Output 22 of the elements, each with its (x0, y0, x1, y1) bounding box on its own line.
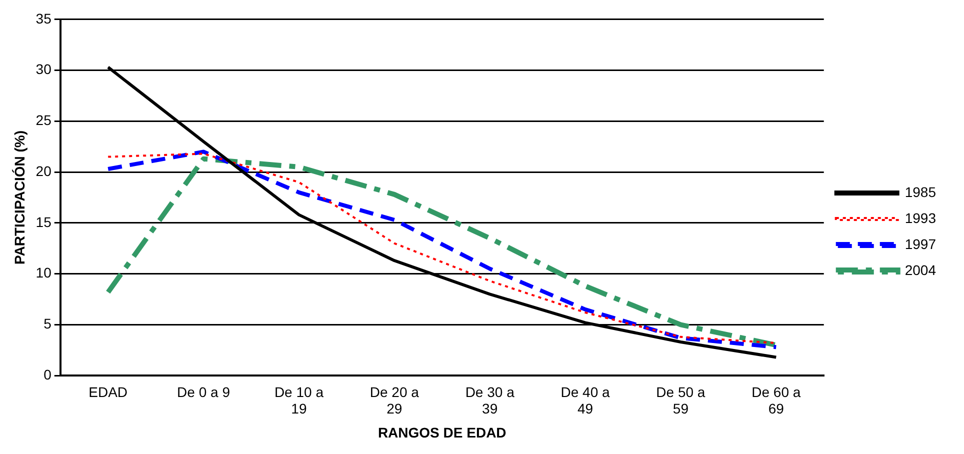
y-tick-label: 35 (36, 10, 52, 26)
y-tick-label: 0 (44, 366, 52, 382)
legend-label: 1993 (904, 210, 936, 226)
y-tick-label: 5 (44, 316, 52, 332)
y-axis-title: PARTICIPACIÓN (%) (11, 130, 28, 265)
x-tick-label: De 60 a 69 (752, 384, 801, 417)
y-tick-label: 15 (36, 214, 52, 230)
x-tick-label: De 40 a 49 (560, 384, 610, 417)
x-tick-label: De 0 a 9 (177, 384, 230, 400)
y-tick-label: 25 (36, 112, 52, 128)
x-tick-label: EDAD (88, 384, 128, 400)
x-tick-label: De 10 a 19 (274, 384, 324, 417)
x-tick-label: De 50 a 59 (656, 384, 706, 417)
y-tick-label: 10 (36, 264, 52, 281)
y-tick-label: 30 (36, 61, 52, 78)
x-tick-label: De 20 a 29 (370, 384, 420, 417)
legend-label: 1985 (904, 184, 936, 200)
y-tick-label: 20 (36, 162, 52, 179)
x-tick-label: De 30 a 39 (465, 384, 515, 417)
x-axis-title: RANGOS DE EDAD (378, 424, 506, 440)
legend-label: 2004 (904, 262, 936, 278)
legend-label: 1997 (904, 236, 936, 252)
